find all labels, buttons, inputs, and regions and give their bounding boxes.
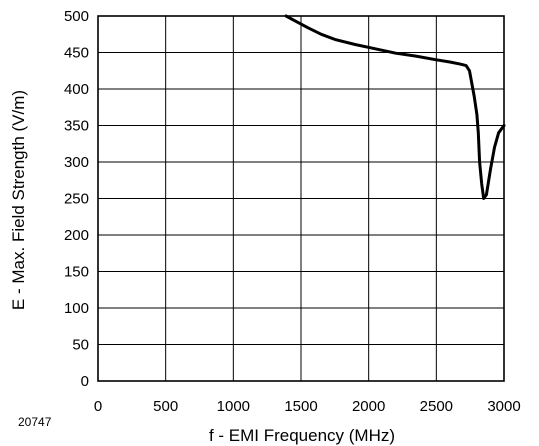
x-tick-label: 0	[94, 398, 102, 415]
grid-lines	[98, 16, 504, 381]
y-tick-label: 300	[64, 154, 89, 171]
x-axis-title: f - EMI Frequency (MHz)	[209, 426, 395, 445]
data-series	[284, 14, 506, 200]
x-tick-label: 3000	[487, 398, 520, 415]
y-axis-title: E - Max. Field Strength (V/m)	[9, 90, 28, 310]
y-tick-label: 400	[64, 81, 89, 98]
x-tick-label: 1500	[284, 398, 317, 415]
tick-labels: 0 500 1000 1500 2000 2500 3000 0 50 100 150 200 250 3…	[64, 8, 521, 415]
x-tick-label: 1000	[217, 398, 250, 415]
y-tick-label: 0	[81, 373, 89, 390]
series-line	[284, 14, 506, 200]
figure-id-label: 20747	[18, 415, 52, 429]
y-tick-label: 500	[64, 8, 89, 25]
plot-frame	[97, 15, 505, 382]
x-tick-label: 500	[153, 398, 178, 415]
x-tick-label: 2000	[352, 398, 385, 415]
y-tick-label: 450	[64, 45, 89, 62]
x-tick-label: 2500	[420, 398, 453, 415]
y-tick-label: 100	[64, 300, 89, 317]
y-tick-label: 250	[64, 191, 89, 208]
y-tick-label: 50	[72, 337, 89, 354]
y-tick-label: 350	[64, 118, 89, 135]
y-tick-label: 150	[64, 264, 89, 281]
y-tick-label: 200	[64, 227, 89, 244]
